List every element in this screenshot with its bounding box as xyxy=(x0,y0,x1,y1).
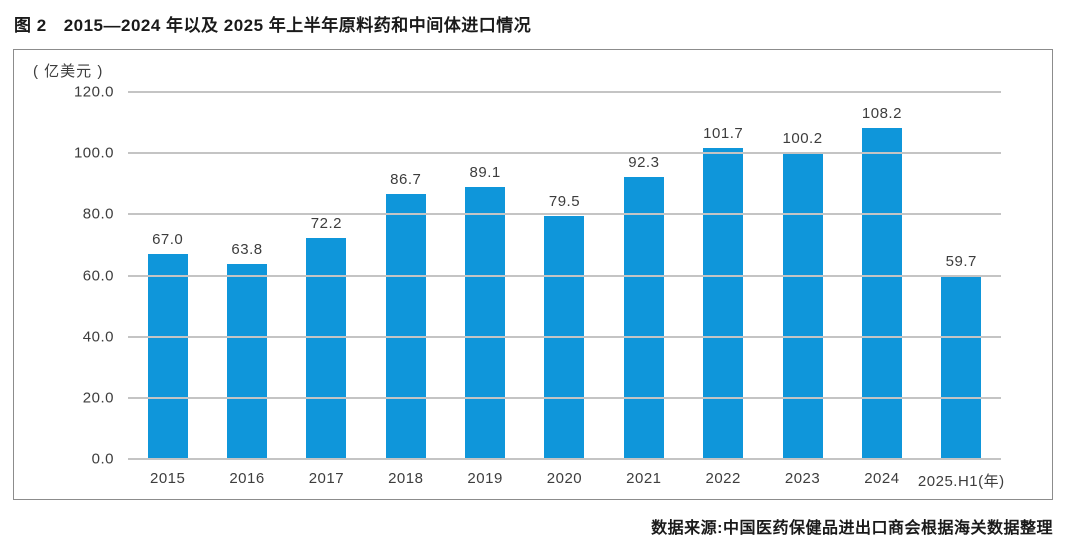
bar-slot-2015: 67.0 2015 xyxy=(128,92,207,487)
bar-slot-2019: 89.1 2019 xyxy=(445,92,524,487)
bar-slot-2023: 100.2 2023 xyxy=(763,92,842,487)
x-axis-tick-label: 2015 xyxy=(149,470,186,487)
gridline xyxy=(128,458,1001,460)
bar-value-label: 79.5 xyxy=(548,192,581,210)
bar-2022[interactable] xyxy=(703,147,744,459)
y-axis-tick-label: 120.0 xyxy=(73,83,114,101)
bar-2015[interactable] xyxy=(147,254,188,459)
bar-value-label: 101.7 xyxy=(703,124,744,142)
bar-2019[interactable] xyxy=(465,186,506,459)
bar-value-label: 108.2 xyxy=(861,105,902,123)
bar-slot-2025.H1(年): 59.7 2025.H1(年) xyxy=(918,92,1004,490)
bar-slot-2024: 108.2 2024 xyxy=(842,92,921,487)
plot-area: 67.0 2015 63.8 2016 72.2 2017 86.7 2018 89.1 2019… xyxy=(74,84,1004,491)
bar-slot-2022: 101.7 2022 xyxy=(684,92,763,487)
chart-panel: ( 亿美元 ) 67.0 2015 63.8 2016 72.2 2017 86.7 2018… xyxy=(13,49,1053,500)
x-axis-tick-label: 2016 xyxy=(229,470,265,487)
data-source-note: 数据来源:中国医药保健品进出口商会根据海关数据整理 xyxy=(651,520,1053,537)
x-axis-tick-label: 2020 xyxy=(546,470,583,487)
bar-slot-2016: 63.8 2016 xyxy=(207,92,286,487)
x-axis-tick-label: 2017 xyxy=(308,470,345,487)
bar-value-label: 100.2 xyxy=(782,129,823,147)
bar-value-label: 59.7 xyxy=(945,253,977,271)
bar-2017[interactable] xyxy=(306,238,347,459)
y-axis-tick-label: 0.0 xyxy=(91,450,114,468)
y-axis-tick-label: 60.0 xyxy=(82,267,114,284)
x-axis-tick-label: 2018 xyxy=(388,470,424,487)
bar-value-label: 67.0 xyxy=(152,231,184,249)
y-axis-tick-label: 40.0 xyxy=(82,328,114,346)
bar-2024[interactable] xyxy=(861,128,902,459)
gridline xyxy=(128,396,1001,399)
bar-slot-2021: 92.3 2021 xyxy=(604,92,683,487)
bar-2025.H1(年)[interactable] xyxy=(941,276,982,459)
y-axis-tick-label: 100.0 xyxy=(73,144,114,162)
x-axis-tick-label: 2025.H1(年) xyxy=(917,473,1005,490)
y-axis-tick-label: 20.0 xyxy=(82,389,114,407)
figure-number-label: 图 2 xyxy=(14,16,47,35)
bar-value-label: 89.1 xyxy=(469,163,501,181)
x-axis-tick-label: 2019 xyxy=(467,470,503,487)
gridline xyxy=(128,274,1001,277)
bar-2023[interactable] xyxy=(782,152,823,459)
gridline xyxy=(128,152,1001,155)
bar-2016[interactable] xyxy=(227,263,268,459)
bar-2018[interactable] xyxy=(385,193,426,459)
y-axis-tick-label: 80.0 xyxy=(82,205,114,223)
bar-value-label: 63.8 xyxy=(231,240,263,258)
bar-2021[interactable] xyxy=(623,176,664,459)
x-axis-tick-label: 2021 xyxy=(626,470,662,487)
bar-value-label: 92.3 xyxy=(628,153,660,171)
bar-value-label: 86.7 xyxy=(390,170,422,188)
gridline xyxy=(128,91,1001,93)
x-axis-tick-label: 2024 xyxy=(864,470,900,487)
page-title: 图 2 2015—2024 年以及 2025 年上半年原料药和中间体进口情况 xyxy=(14,11,531,36)
x-axis-tick-label: 2023 xyxy=(784,470,821,487)
gridline xyxy=(128,335,1001,338)
bar-value-label: 72.2 xyxy=(310,215,342,233)
bar-slot-2018: 86.7 2018 xyxy=(366,92,445,487)
gridline xyxy=(128,213,1001,216)
y-axis-unit-label: ( 亿美元 ) xyxy=(33,63,104,80)
x-axis-tick-label: 2022 xyxy=(705,470,741,487)
figure-title-text: 2015—2024 年以及 2025 年上半年原料药和中间体进口情况 xyxy=(63,16,532,35)
